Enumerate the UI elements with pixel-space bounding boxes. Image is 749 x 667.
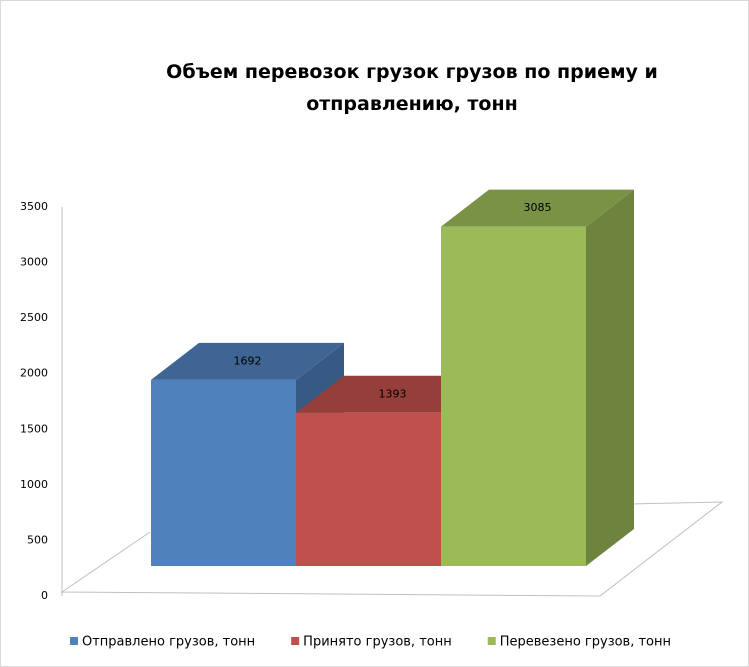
- bar-side: [586, 189, 634, 566]
- data-label: 3085: [524, 201, 552, 214]
- y-tick-label: 3500: [20, 200, 48, 213]
- data-label: 1393: [379, 387, 407, 400]
- y-tick-label: 500: [27, 533, 48, 546]
- y-tick-label: 2500: [20, 311, 48, 324]
- data-label: 1692: [234, 354, 262, 367]
- y-tick-label: 0: [41, 589, 48, 602]
- bar-top: [151, 342, 344, 380]
- legend-swatch: [487, 637, 496, 645]
- bar: [441, 189, 634, 566]
- y-tick-label: 1500: [20, 422, 48, 435]
- chart-title: Объем перевозок грузок грузов по приему …: [166, 61, 658, 115]
- y-tick-label: 1000: [20, 478, 48, 491]
- bar-top: [296, 375, 489, 413]
- legend-label: Принято грузов, тонн: [303, 635, 452, 650]
- y-tick-label: 3000: [20, 256, 48, 269]
- legend-label: Отправлено грузов, тонн: [82, 635, 255, 650]
- bar-front: [296, 412, 441, 566]
- bar-front: [151, 379, 296, 566]
- legend-label: Перевезено грузов, тонн: [500, 635, 671, 650]
- legend-swatch: [291, 637, 300, 645]
- bar-front: [441, 226, 586, 566]
- y-tick-label: 2000: [20, 367, 48, 380]
- bar-top: [441, 189, 634, 227]
- legend-swatch: [70, 637, 78, 645]
- floor: [60, 207, 724, 597]
